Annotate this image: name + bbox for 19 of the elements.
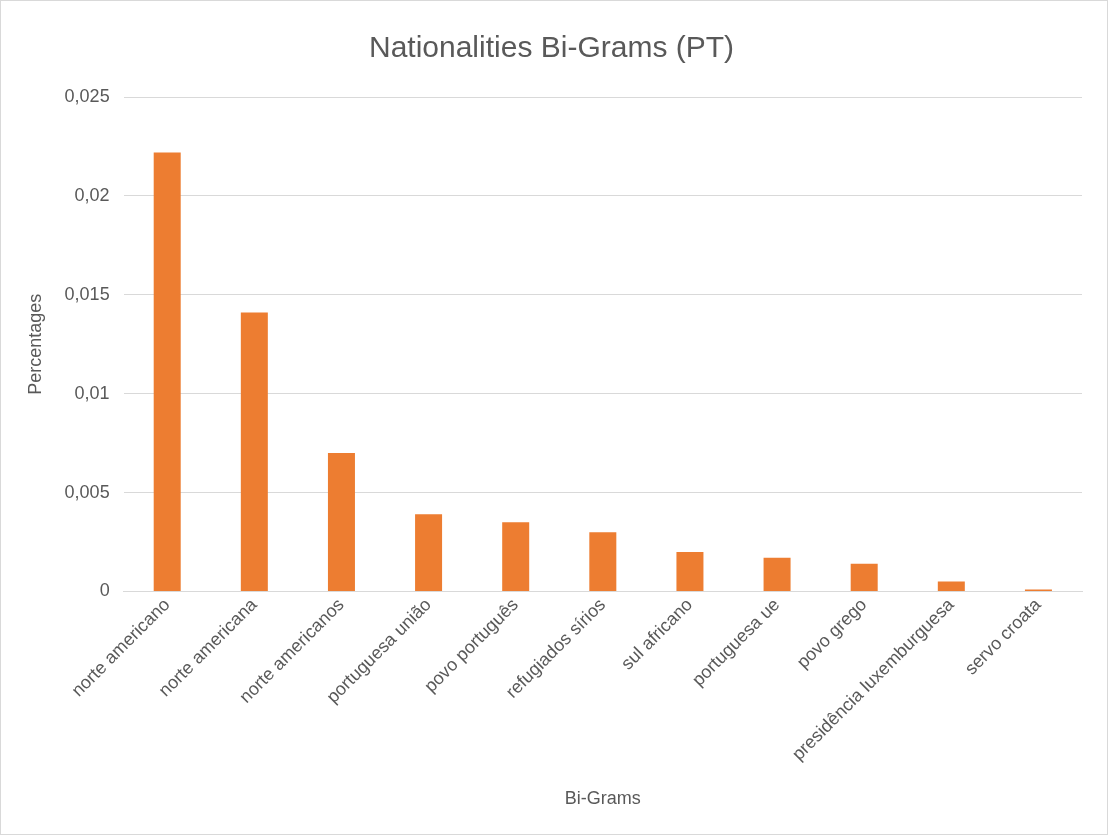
bar: [502, 522, 530, 591]
bar: [589, 532, 617, 591]
bar: [240, 312, 268, 591]
x-axis-title: Bi-Grams: [564, 788, 641, 809]
bar: [850, 563, 878, 591]
bar: [937, 581, 965, 591]
y-axis-title: Percentages: [24, 293, 45, 395]
bar: [676, 551, 704, 591]
y-tick-label: 0: [99, 580, 110, 601]
y-tick-label: 0,02: [74, 184, 110, 205]
chart-title: Nationalities Bi-Grams (PT): [368, 30, 735, 64]
y-tick-label: 0,015: [64, 283, 110, 304]
bar: [415, 514, 443, 591]
y-tick-label: 0,025: [64, 85, 110, 106]
y-tick-label: 0,005: [64, 481, 110, 502]
bar: [763, 557, 791, 591]
bar: [327, 453, 355, 591]
bar: [153, 152, 181, 591]
y-tick-label: 0,01: [74, 382, 110, 403]
